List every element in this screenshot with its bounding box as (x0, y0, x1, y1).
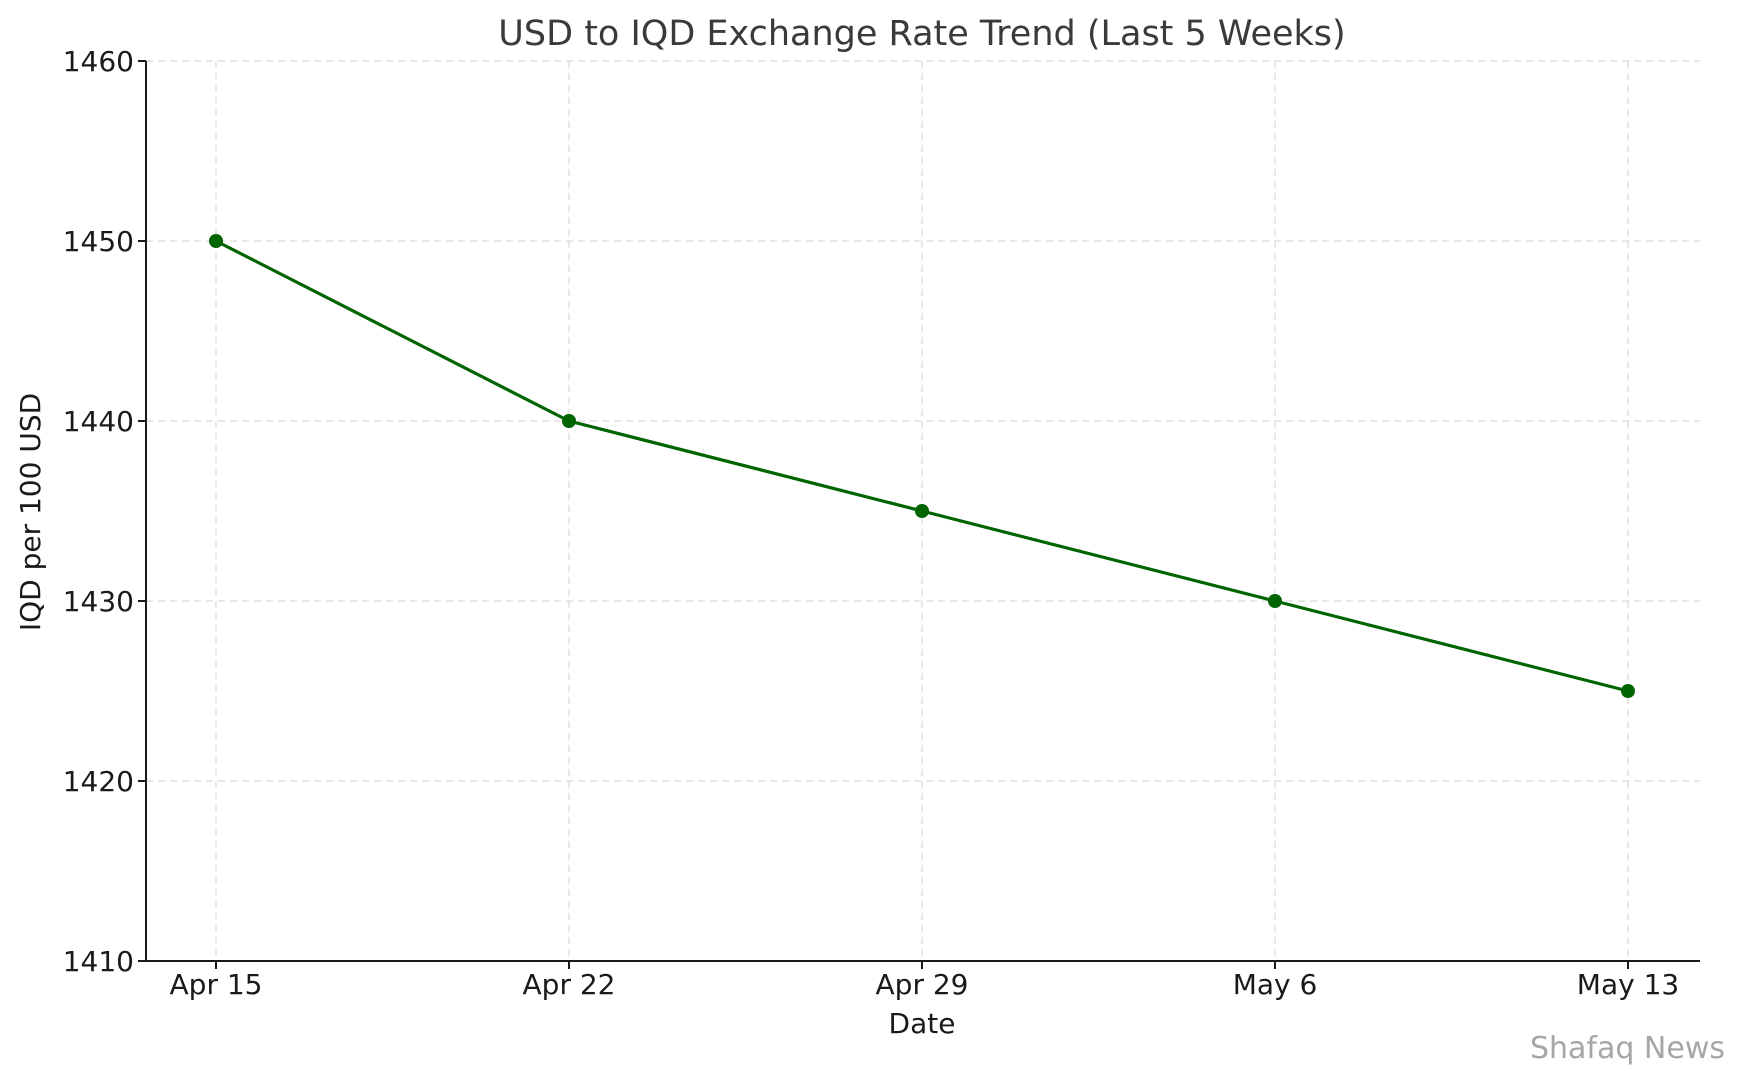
data-point (209, 234, 223, 248)
data-point (915, 504, 929, 518)
x-tick-label: Apr 22 (523, 968, 616, 1001)
axes (138, 60, 1700, 969)
x-axis-label: Date (889, 1007, 956, 1040)
data-point (562, 414, 576, 428)
y-axis-label: IQD per 100 USD (14, 393, 47, 631)
x-tick-label: May 13 (1577, 968, 1679, 1001)
chart-title: USD to IQD Exchange Rate Trend (Last 5 W… (498, 14, 1345, 54)
x-tick-label: Apr 15 (170, 968, 263, 1001)
y-tick-label: 1430 (63, 585, 134, 618)
x-tick-label: May 6 (1233, 968, 1318, 1001)
series-line (215, 239, 1629, 693)
tick-labels: 1410 1420 1430 1440 1450 1460 Apr 15 Apr 22 Apr … (63, 45, 1679, 1001)
watermark: Shafaq News (1530, 1031, 1725, 1066)
data-point (1268, 594, 1282, 608)
x-tick-label: Apr 29 (876, 968, 969, 1001)
data-point (1621, 684, 1635, 698)
y-tick-label: 1440 (63, 405, 134, 438)
series-layer (209, 234, 1635, 698)
y-tick-label: 1460 (63, 45, 134, 78)
y-tick-label: 1410 (63, 945, 134, 978)
y-tick-label: 1420 (63, 765, 134, 798)
y-tick-label: 1450 (63, 225, 134, 258)
